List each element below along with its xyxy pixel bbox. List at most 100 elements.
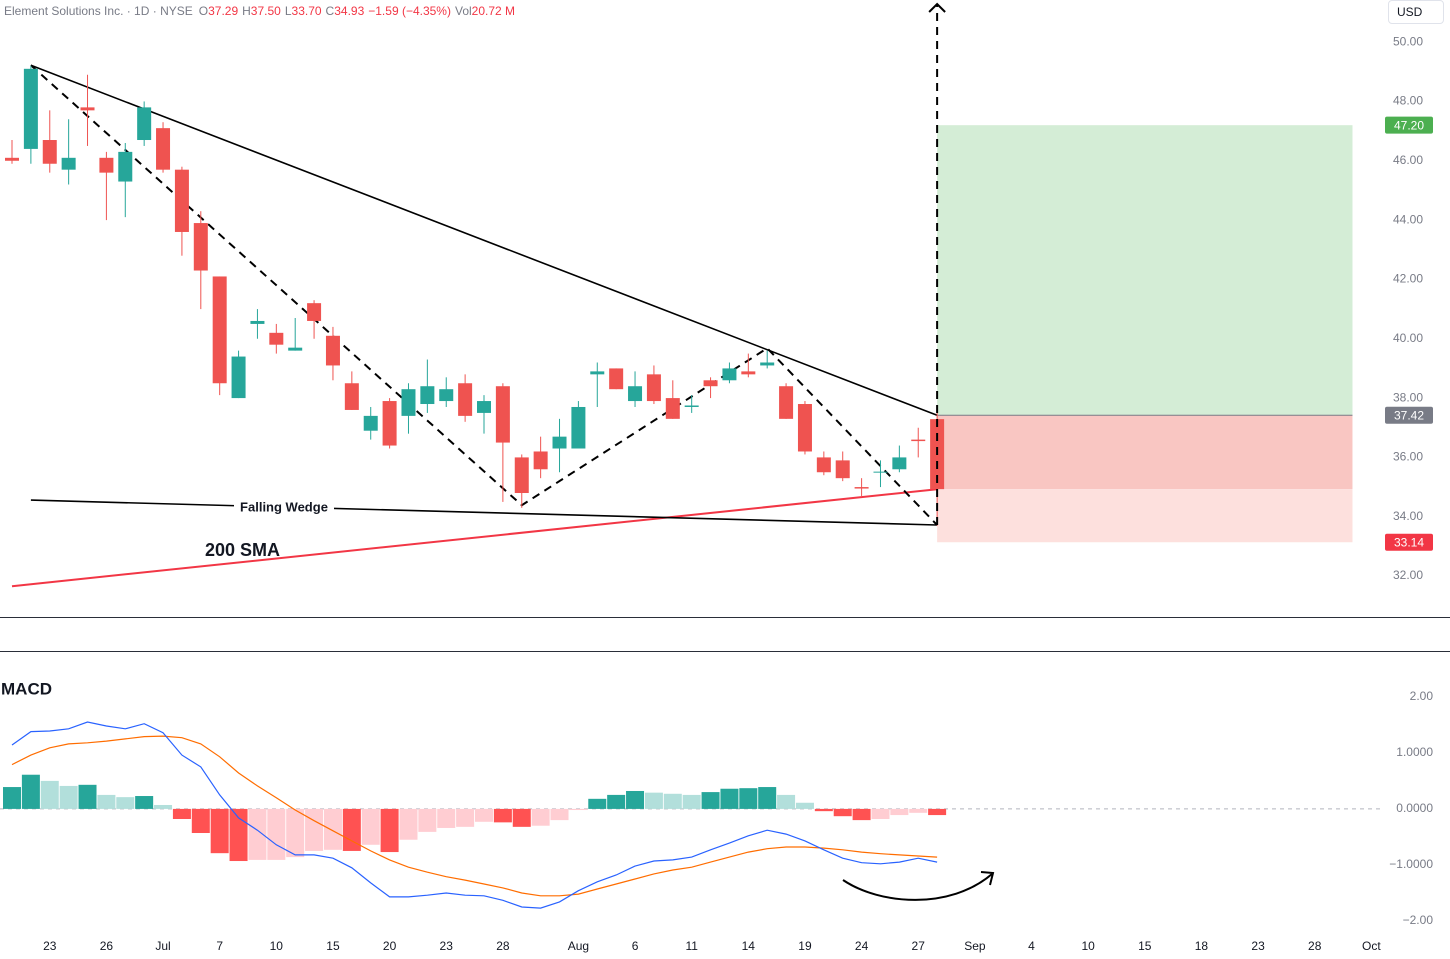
histogram-bar — [795, 802, 814, 809]
price-label-box — [1385, 406, 1433, 424]
candle-body — [288, 347, 303, 351]
candle-body — [307, 303, 322, 321]
x-tick-label: Sep — [964, 939, 986, 953]
histogram-bar — [871, 808, 890, 819]
price-label: 33.14 — [1394, 535, 1424, 549]
quote-key: C — [325, 4, 335, 18]
x-tick-label: 10 — [270, 939, 284, 953]
histogram-bar — [588, 798, 607, 809]
histogram-bar — [701, 792, 720, 809]
histogram-bar — [210, 808, 229, 854]
x-tick-label: Jul — [155, 939, 170, 953]
candle-body — [269, 332, 284, 345]
zigzag-line — [30, 64, 938, 526]
target-zone — [937, 125, 1353, 416]
candle-body — [873, 471, 888, 473]
pattern-label: Falling Wedge — [240, 500, 328, 515]
histogram-bar — [3, 787, 21, 809]
quote-key: Vol — [454, 4, 472, 18]
candle-body — [80, 107, 95, 111]
candle-body — [325, 335, 340, 366]
candle-body — [458, 383, 473, 416]
y-tick-label: 46.00 — [1393, 153, 1423, 167]
x-tick-label: 6 — [632, 939, 639, 953]
histogram-bar — [833, 808, 852, 817]
sma-line — [11, 488, 938, 588]
candle-body — [571, 406, 586, 449]
y-tick-label: 32.00 — [1393, 568, 1423, 582]
histogram-bar — [78, 784, 97, 809]
quote-value: −1.59 (−4.35%) — [368, 4, 451, 18]
x-tick-label: 11 — [685, 939, 698, 953]
macd-title: MACD — [1, 679, 52, 698]
candle-body — [835, 460, 850, 479]
histogram-bar — [323, 808, 342, 850]
candle-body — [42, 140, 57, 164]
histogram-bar — [116, 797, 135, 809]
macd-line — [11, 721, 938, 909]
histogram-bar — [286, 808, 305, 858]
candle-body — [892, 457, 907, 470]
histogram-bar — [475, 808, 493, 822]
y-tick-label: 36.00 — [1393, 450, 1423, 464]
candle-body — [212, 276, 227, 384]
candle-body — [250, 320, 265, 324]
candle-body — [854, 487, 869, 489]
price-pane: Falling Wedge 200 SMA — [5, 64, 1353, 588]
histogram-bar — [739, 788, 758, 809]
loss-zone — [937, 415, 1353, 490]
x-tick-label: 23 — [1251, 939, 1265, 953]
histogram-bar — [191, 808, 210, 834]
histogram-bar — [852, 808, 871, 821]
projection-arrow-head — [928, 2, 946, 13]
price-label: 37.42 — [1394, 408, 1424, 422]
histogram-bar — [59, 785, 78, 809]
histogram-bar — [814, 808, 833, 812]
candle-body — [760, 362, 775, 366]
candle-body — [382, 401, 397, 446]
histogram-bar — [40, 780, 59, 809]
histogram-bar — [720, 788, 739, 809]
histogram-bar — [890, 808, 909, 816]
histogram-bar — [909, 808, 928, 813]
x-tick-label: 15 — [326, 939, 340, 953]
candle-body — [495, 386, 510, 443]
candle-body — [665, 398, 680, 419]
x-tick-label: 7 — [216, 939, 223, 953]
candle-body — [646, 374, 661, 402]
quote-key: Element Solutions Inc. · 1D · NYSE — [4, 4, 193, 18]
histogram-bar — [380, 808, 399, 853]
candle-body — [61, 157, 76, 170]
x-tick-label: 20 — [383, 939, 397, 953]
candle-body — [628, 386, 643, 402]
histogram-bar — [418, 808, 437, 832]
x-tick-label: 4 — [1028, 939, 1035, 953]
histogram-bar — [135, 796, 154, 809]
quote-key: L — [284, 4, 292, 18]
candle-body — [420, 386, 435, 405]
histogram-bar — [342, 808, 361, 851]
candle-body — [684, 405, 699, 407]
x-tick-label: 14 — [742, 939, 756, 953]
histogram-bar — [248, 808, 267, 860]
candle-body — [156, 128, 171, 170]
candle-body — [514, 457, 529, 494]
histogram-bar — [569, 808, 588, 811]
macd-pane: MACD — [0, 679, 1380, 909]
y-tick-label: 44.00 — [1393, 212, 1423, 226]
x-tick-label: 10 — [1081, 939, 1095, 953]
histogram-bar — [172, 808, 191, 819]
price-label-box — [1385, 116, 1433, 134]
x-tick-label: 19 — [798, 939, 812, 953]
y-tick-label: 1.0000 — [1396, 745, 1433, 759]
histogram-bar — [154, 804, 173, 809]
histogram-bar — [777, 794, 796, 809]
candle-body — [439, 389, 454, 402]
histogram-bar — [626, 790, 645, 809]
trend-line — [30, 64, 938, 417]
currency-button[interactable]: USD — [1388, 0, 1444, 24]
histogram-bar — [663, 793, 682, 809]
x-tick-label: 24 — [855, 939, 869, 953]
